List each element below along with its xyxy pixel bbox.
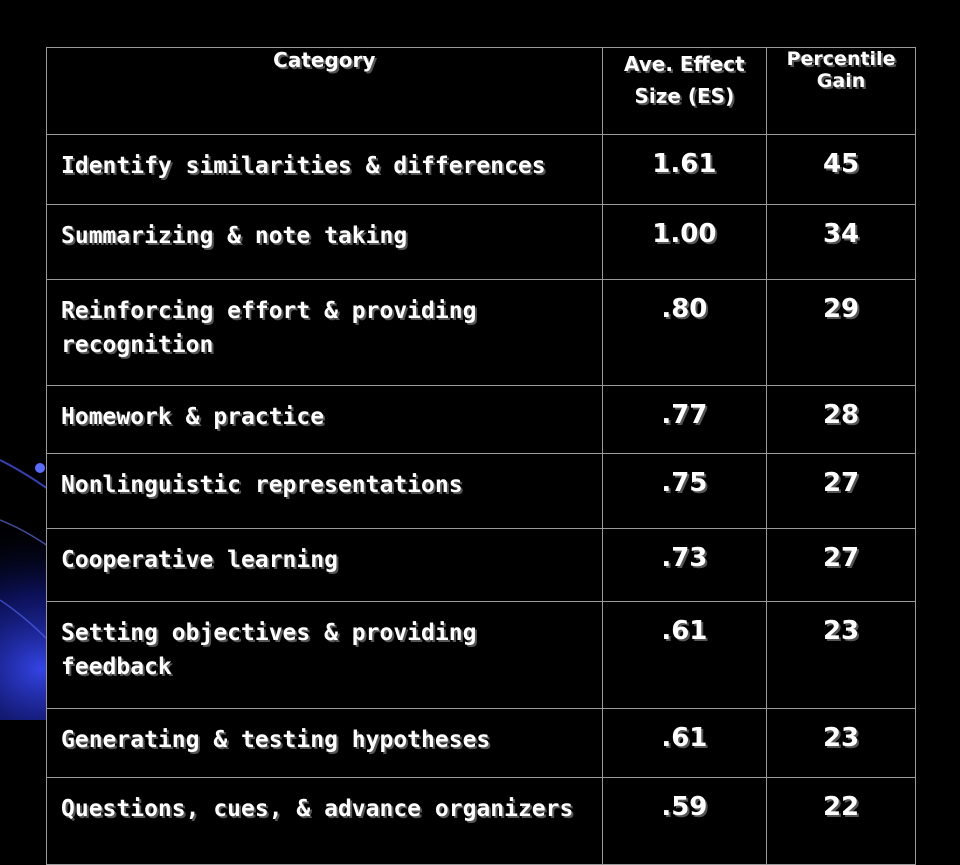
table-header-row: Category Ave. Effect Size (ES) Percentil… [46, 47, 916, 135]
percentile-gain-cell: 28 [766, 385, 916, 454]
category-cell: Cooperative learning [46, 528, 603, 602]
header-gain-line2: Gain [816, 70, 866, 92]
percentile-gain-cell: 23 [766, 708, 916, 778]
effect-size-cell: .59 [601, 777, 768, 865]
category-cell: Setting objectives & providing feedback [46, 601, 603, 709]
effect-size-cell: .73 [601, 528, 768, 602]
category-cell: Generating & testing hypotheses [46, 708, 603, 778]
effect-size-cell: .61 [601, 601, 768, 709]
table-row: Homework & practice .77 28 [46, 385, 916, 454]
header-effect-size: Ave. Effect Size (ES) [601, 47, 768, 135]
header-category: Category [46, 47, 603, 135]
percentile-gain-cell: 29 [766, 279, 916, 386]
table-row: Identify similarities & differences 1.61… [46, 134, 916, 205]
category-cell: Homework & practice [46, 385, 603, 454]
table-row: Questions, cues, & advance organizers .5… [46, 777, 916, 865]
category-cell: Summarizing & note taking [46, 204, 603, 280]
category-cell: Reinforcing effort & providing recogniti… [46, 279, 603, 386]
header-percentile-gain: Percentile Gain [766, 47, 916, 135]
table-row: Reinforcing effort & providing recogniti… [46, 279, 916, 386]
table-row: Cooperative learning .73 27 [46, 528, 916, 602]
effect-size-cell: 1.61 [601, 134, 768, 205]
header-effect-line2: Size (ES) [634, 84, 735, 108]
category-cell: Questions, cues, & advance organizers [46, 777, 603, 865]
dot-icon [35, 463, 45, 473]
effect-size-cell: 1.00 [601, 204, 768, 280]
header-gain-line1: Percentile [786, 48, 896, 70]
percentile-gain-cell: 23 [766, 601, 916, 709]
percentile-gain-cell: 45 [766, 134, 916, 205]
effect-size-cell: .77 [601, 385, 768, 454]
effect-size-table: Category Ave. Effect Size (ES) Percentil… [46, 47, 916, 865]
effect-size-cell: .75 [601, 453, 768, 529]
effect-size-cell: .80 [601, 279, 768, 386]
header-effect-line1: Ave. Effect [623, 52, 745, 76]
percentile-gain-cell: 22 [766, 777, 916, 865]
header-category-label: Category [273, 48, 376, 72]
table-row: Summarizing & note taking 1.00 34 [46, 204, 916, 280]
percentile-gain-cell: 34 [766, 204, 916, 280]
table-row: Nonlinguistic representations .75 27 [46, 453, 916, 529]
percentile-gain-cell: 27 [766, 528, 916, 602]
category-cell: Nonlinguistic representations [46, 453, 603, 529]
table-row: Generating & testing hypotheses .61 23 [46, 708, 916, 778]
category-cell: Identify similarities & differences [46, 134, 603, 205]
effect-size-cell: .61 [601, 708, 768, 778]
table-row: Setting objectives & providing feedback … [46, 601, 916, 709]
percentile-gain-cell: 27 [766, 453, 916, 529]
